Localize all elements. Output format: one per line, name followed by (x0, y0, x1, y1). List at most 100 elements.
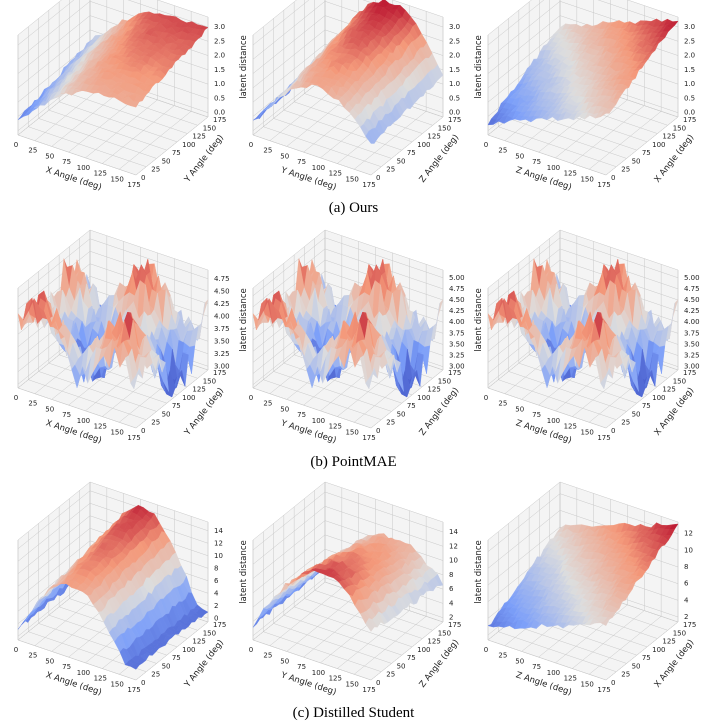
x-tick-label: 75 (62, 158, 71, 166)
y-tick-label: 175 (683, 116, 696, 124)
y-tick-label: 0 (376, 679, 380, 687)
z-tick-label: 3.50 (684, 340, 700, 348)
x-tick-label: 175 (597, 434, 610, 442)
y-tick-label: 175 (213, 116, 226, 124)
z-tick-label: 2.0 (214, 52, 225, 60)
z-tick-label: 3.00 (214, 362, 230, 370)
z-tick-label: 4.75 (684, 285, 700, 293)
x-tick-label: 50 (45, 152, 54, 160)
z-tick-label: 2.0 (449, 52, 460, 60)
y-tick-label: 125 (662, 133, 675, 141)
z-tick-label: 3.00 (684, 363, 700, 371)
y-tick-label: 150 (438, 377, 451, 385)
y-tick-label: 25 (621, 166, 630, 174)
z-axis-label: latent distance (239, 35, 249, 99)
x-tick-label: 175 (127, 434, 140, 442)
x-tick-label: 100 (77, 669, 90, 677)
x-tick-label: 75 (297, 663, 306, 671)
grid-line (135, 116, 209, 176)
y-tick-label: 50 (397, 157, 406, 165)
grid-line (48, 109, 167, 151)
x-tick-label: 100 (312, 669, 325, 677)
y-tick-label: 100 (182, 646, 195, 654)
y-tick-label: 75 (172, 654, 181, 662)
x-tick-label: 125 (329, 170, 342, 178)
x-tick-label: 25 (263, 400, 272, 408)
z-tick-label: 1.5 (449, 66, 460, 74)
grid-line (38, 118, 157, 159)
z-tick-label: 3.50 (449, 340, 465, 348)
grid-line (17, 134, 137, 176)
z-tick-label: 3.75 (449, 329, 465, 337)
y-tick-label: 50 (162, 157, 171, 165)
y-tick-label: 0 (611, 174, 615, 182)
z-tick-label: 2 (214, 602, 218, 610)
grid-line (17, 0, 75, 46)
z-tick-label: 0.5 (684, 94, 695, 102)
grid-line (85, 99, 158, 159)
y-tick-label: 125 (427, 638, 440, 646)
x-tick-label: 25 (28, 652, 37, 660)
z-tick-label: 10 (449, 557, 458, 565)
y-tick-label: 125 (192, 386, 205, 394)
x-tick-label: 25 (263, 652, 272, 660)
y-tick-label: 0 (376, 427, 380, 435)
z-tick-label: 3.25 (214, 350, 230, 358)
grid-line (51, 88, 124, 147)
y-tick-label: 25 (386, 671, 395, 679)
y-tick-label: 75 (407, 402, 416, 410)
grid-line (17, 1, 91, 60)
x-tick-label: 0 (14, 141, 18, 149)
z-tick-label: 4 (214, 589, 219, 597)
grid-line (353, 111, 427, 170)
y-tick-label: 25 (621, 419, 630, 427)
x-tick-label: 25 (498, 400, 507, 408)
y-tick-label: 25 (386, 166, 395, 174)
grid-line (273, 118, 392, 159)
z-tick-label: 3.0 (449, 23, 460, 31)
grid-line (294, 101, 413, 143)
grid-line (118, 111, 192, 170)
y-tick-label: 25 (386, 419, 395, 427)
x-tick-label: 50 (280, 405, 289, 413)
x-tick-label: 100 (77, 417, 90, 425)
x-tick-label: 50 (45, 657, 54, 665)
x-tick-label: 125 (564, 423, 577, 431)
grid-line (28, 126, 147, 167)
grid-line (487, 1, 561, 60)
z-axis-label: latent distance (239, 288, 249, 352)
grid-line (263, 126, 382, 167)
grid-line (572, 105, 645, 164)
y-tick-label: 0 (141, 679, 145, 687)
y-tick-label: 100 (182, 141, 195, 149)
x-tick-label: 150 (345, 428, 358, 436)
y-tick-label: 100 (417, 646, 430, 654)
z-tick-label: 4.75 (214, 275, 230, 283)
grid-line (487, 0, 545, 46)
x-tick-label: 175 (127, 181, 140, 189)
panel-r1-c0: 025507510012515017502550751001251501753.… (14, 229, 249, 446)
x-tick-label: 125 (329, 423, 342, 431)
z-tick-label: 1.0 (214, 80, 225, 88)
x-tick-label: 0 (14, 394, 18, 402)
z-tick-label: 0.0 (214, 109, 225, 117)
x-tick-label: 100 (312, 417, 325, 425)
x-tick-label: 175 (127, 686, 140, 694)
z-tick-label: 0.5 (449, 94, 460, 102)
panel-r0-c2: 025507510012515017502550751001251501750.… (484, 0, 696, 193)
z-tick-label: 8 (449, 571, 453, 579)
z-tick-label: 2.5 (684, 37, 695, 45)
y-tick-label: 0 (376, 174, 380, 182)
x-tick-label: 50 (515, 152, 524, 160)
x-tick-label: 150 (580, 175, 593, 183)
z-tick-label: 0.0 (449, 109, 460, 117)
y-tick-label: 0 (141, 174, 145, 182)
y-tick-label: 50 (397, 410, 406, 418)
z-tick-label: 3.25 (449, 352, 465, 360)
y-tick-label: 100 (182, 394, 195, 402)
grid-line (17, 29, 91, 89)
z-axis-label: latent distance (239, 540, 249, 604)
y-tick-label: 75 (642, 149, 651, 157)
x-tick-label: 150 (110, 428, 123, 436)
